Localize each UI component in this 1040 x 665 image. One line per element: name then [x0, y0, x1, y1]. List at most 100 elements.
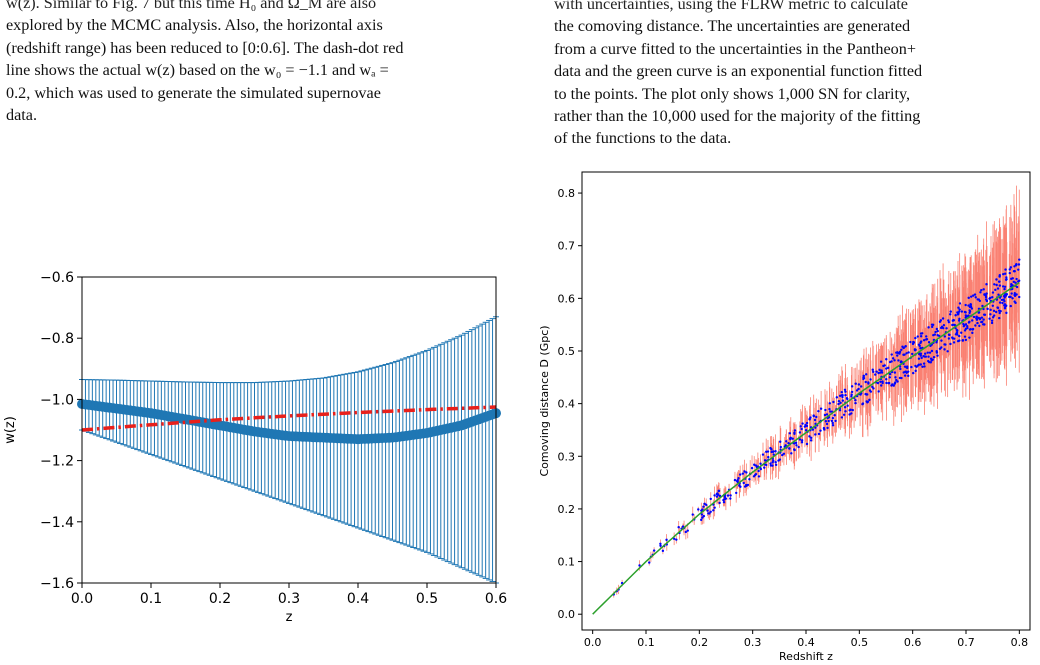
data-point [874, 373, 877, 376]
data-point [968, 309, 971, 312]
data-point [936, 354, 939, 357]
data-point [958, 308, 961, 311]
data-point [973, 293, 977, 296]
data-point [993, 283, 996, 286]
data-point [919, 347, 922, 350]
data-point [763, 466, 766, 469]
data-point [907, 351, 910, 354]
data-point [774, 450, 777, 453]
caption-line: (redshift range) has been reduced to [0:… [6, 38, 404, 57]
data-point [803, 425, 807, 428]
data-point [793, 429, 797, 432]
data-point [871, 385, 874, 389]
data-point [838, 394, 842, 398]
data-point [1010, 292, 1013, 295]
point-group [612, 258, 1021, 596]
data-point [865, 373, 868, 376]
data-point [936, 329, 939, 333]
data-point [801, 422, 804, 425]
data-point [990, 321, 994, 325]
x-tick-label: 0.4 [797, 636, 815, 649]
data-point [638, 564, 641, 567]
data-point [976, 321, 979, 325]
data-point [943, 343, 946, 346]
data-point [893, 359, 896, 362]
data-point [900, 376, 903, 380]
data-point [913, 349, 917, 352]
data-point [910, 365, 913, 369]
data-point [998, 316, 1001, 320]
data-point [963, 335, 967, 338]
data-point [779, 445, 782, 449]
data-point [844, 410, 847, 413]
data-point [981, 304, 984, 308]
data-point [900, 348, 903, 351]
data-point [926, 351, 929, 354]
data-point [859, 393, 862, 396]
data-point [997, 280, 1001, 283]
data-point [922, 362, 926, 365]
data-point [652, 549, 656, 552]
data-point [970, 307, 974, 310]
data-point [723, 495, 727, 499]
x-tick-label: 0.2 [691, 636, 709, 649]
data-point [839, 401, 842, 405]
data-point [972, 294, 975, 297]
data-point [848, 413, 851, 416]
data-point [745, 483, 748, 487]
data-point [994, 288, 997, 292]
data-point [1017, 268, 1020, 271]
data-point [841, 395, 844, 399]
left-figure-caption: w(z). Similar to Fig. 7 but this time H₀… [6, 0, 501, 126]
data-point [885, 378, 888, 381]
data-point [781, 453, 784, 457]
data-point [943, 335, 947, 338]
data-point [712, 509, 715, 512]
data-point [769, 446, 772, 450]
data-point [831, 421, 835, 425]
data-point [957, 306, 960, 309]
data-point [785, 440, 788, 443]
fit-curve [592, 281, 1020, 615]
data-point [947, 319, 950, 322]
point-group [77, 398, 501, 445]
y-tick-label: 0.0 [558, 608, 576, 621]
data-point [996, 306, 1000, 310]
data-point [1015, 293, 1018, 296]
data-point [943, 348, 946, 351]
data-point [980, 320, 983, 324]
data-point [814, 426, 817, 429]
data-point [956, 339, 960, 343]
data-point [702, 514, 706, 518]
data-point [800, 439, 804, 442]
data-point [837, 399, 841, 403]
data-point [1011, 297, 1014, 300]
data-point [947, 333, 951, 336]
data-point [955, 331, 959, 334]
data-point [815, 415, 818, 419]
data-point [1005, 276, 1008, 279]
data-point [975, 318, 979, 321]
data-point [958, 310, 961, 313]
data-point [998, 275, 1001, 278]
data-point [977, 316, 980, 320]
data-point [857, 383, 861, 386]
data-point [868, 398, 871, 402]
data-point [700, 518, 703, 522]
data-point [831, 424, 835, 427]
data-point [840, 390, 843, 394]
data-point [708, 512, 711, 515]
data-point [971, 319, 974, 322]
x-tick-label: 0.7 [957, 636, 975, 649]
data-point [828, 407, 831, 411]
data-point [864, 380, 867, 384]
data-point [757, 475, 761, 478]
data-point [966, 325, 969, 328]
data-point [886, 366, 890, 370]
data-point [980, 288, 983, 292]
data-point [812, 414, 815, 417]
data-point [895, 351, 898, 354]
data-point [1004, 268, 1007, 271]
data-point [805, 421, 809, 425]
data-point [962, 322, 965, 326]
